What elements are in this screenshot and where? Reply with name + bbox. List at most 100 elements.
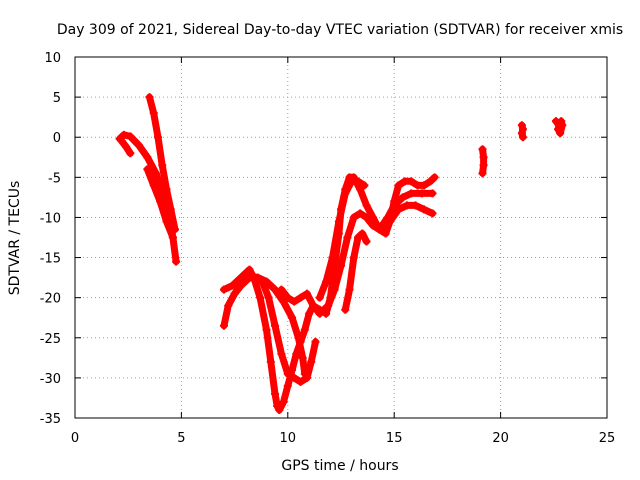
y-tick-label: 0	[53, 131, 61, 146]
data-point	[517, 121, 526, 130]
data-point	[219, 285, 228, 294]
data-point	[298, 353, 307, 362]
data-point	[300, 325, 309, 334]
data-point	[411, 201, 420, 210]
data-point	[122, 142, 131, 151]
data-point	[292, 349, 301, 358]
data-point	[478, 169, 487, 178]
x-tick-label: 15	[386, 431, 403, 446]
data-point	[375, 225, 384, 234]
chart-title: Day 309 of 2021, Sidereal Day-to-day VTE…	[57, 22, 623, 38]
data-point	[337, 261, 345, 270]
data-point	[153, 133, 162, 142]
data-point	[322, 277, 331, 286]
y-tick-label: -20	[40, 292, 61, 307]
data-point	[168, 233, 177, 242]
data-point	[407, 189, 416, 198]
data-point	[266, 357, 275, 366]
data-point	[419, 181, 428, 190]
data-point	[307, 357, 316, 366]
data-point	[417, 189, 426, 198]
data-point	[219, 321, 228, 330]
data-point	[145, 93, 154, 102]
data-point	[258, 277, 267, 286]
data-point	[428, 189, 437, 198]
data-point	[149, 181, 158, 190]
data-point	[315, 309, 324, 318]
y-tick-label: -25	[40, 332, 61, 347]
data-point	[117, 137, 126, 146]
data-point	[143, 153, 152, 162]
data-point	[362, 237, 371, 246]
y-tick-label: -30	[40, 372, 61, 387]
series-arc-11	[386, 201, 436, 225]
data-point	[302, 373, 311, 382]
data-point	[126, 132, 135, 141]
data-point	[296, 337, 305, 346]
data-point	[479, 153, 488, 162]
data-point	[358, 229, 367, 238]
data-point	[430, 173, 439, 182]
data-point	[134, 141, 143, 150]
data-point	[283, 293, 292, 302]
data-point	[557, 117, 566, 126]
data-point	[394, 181, 403, 190]
y-tick-label: 10	[44, 51, 61, 66]
axis-ticks: 0 5 10 15 20 25 -35 -30 -25 -20 -15 -10 -5 0 5 10	[40, 51, 616, 446]
data-point	[236, 281, 245, 290]
data-point	[256, 293, 265, 302]
data-point	[518, 125, 527, 134]
data-point	[517, 129, 526, 138]
data-point	[273, 401, 282, 410]
data-point	[381, 229, 390, 238]
data-point	[349, 253, 358, 262]
data-point	[315, 293, 324, 302]
data-point	[345, 285, 354, 294]
data-point	[362, 213, 371, 222]
data-point	[283, 369, 292, 378]
data-point	[390, 201, 399, 210]
data-point	[296, 377, 305, 386]
data-point	[330, 285, 339, 294]
data-point	[277, 285, 286, 294]
data-point	[162, 185, 171, 194]
data-point	[241, 273, 250, 282]
data-point	[143, 165, 152, 174]
y-tick-label: -10	[40, 211, 61, 226]
data-point	[126, 149, 135, 158]
data-point	[402, 201, 411, 210]
data-point	[230, 289, 239, 298]
data-series	[115, 93, 567, 414]
data-point	[149, 109, 158, 118]
data-point	[385, 217, 394, 226]
data-point	[394, 205, 403, 214]
data-point	[172, 257, 181, 266]
data-point	[428, 209, 437, 218]
data-point	[251, 273, 260, 282]
data-point	[341, 305, 350, 314]
data-point	[354, 177, 363, 186]
data-point	[275, 405, 284, 414]
data-point	[305, 309, 314, 318]
y-tick-label: 5	[53, 91, 61, 106]
data-point	[419, 205, 428, 214]
data-point	[518, 133, 527, 142]
data-point	[478, 145, 487, 154]
x-tick-label: 10	[280, 431, 297, 446]
data-point	[271, 389, 280, 398]
data-point	[324, 301, 333, 310]
data-point	[288, 313, 297, 322]
data-point	[349, 213, 358, 222]
data-point	[224, 301, 233, 310]
data-point	[354, 233, 363, 242]
data-point	[368, 221, 377, 230]
data-point	[245, 265, 254, 274]
data-point	[360, 181, 369, 190]
data-point	[156, 197, 165, 206]
data-point	[279, 297, 288, 306]
x-axis-label: GPS time / hours	[281, 458, 398, 474]
series-arc-8	[277, 189, 436, 318]
data-point	[296, 293, 305, 302]
plot-area-border	[74, 56, 608, 419]
